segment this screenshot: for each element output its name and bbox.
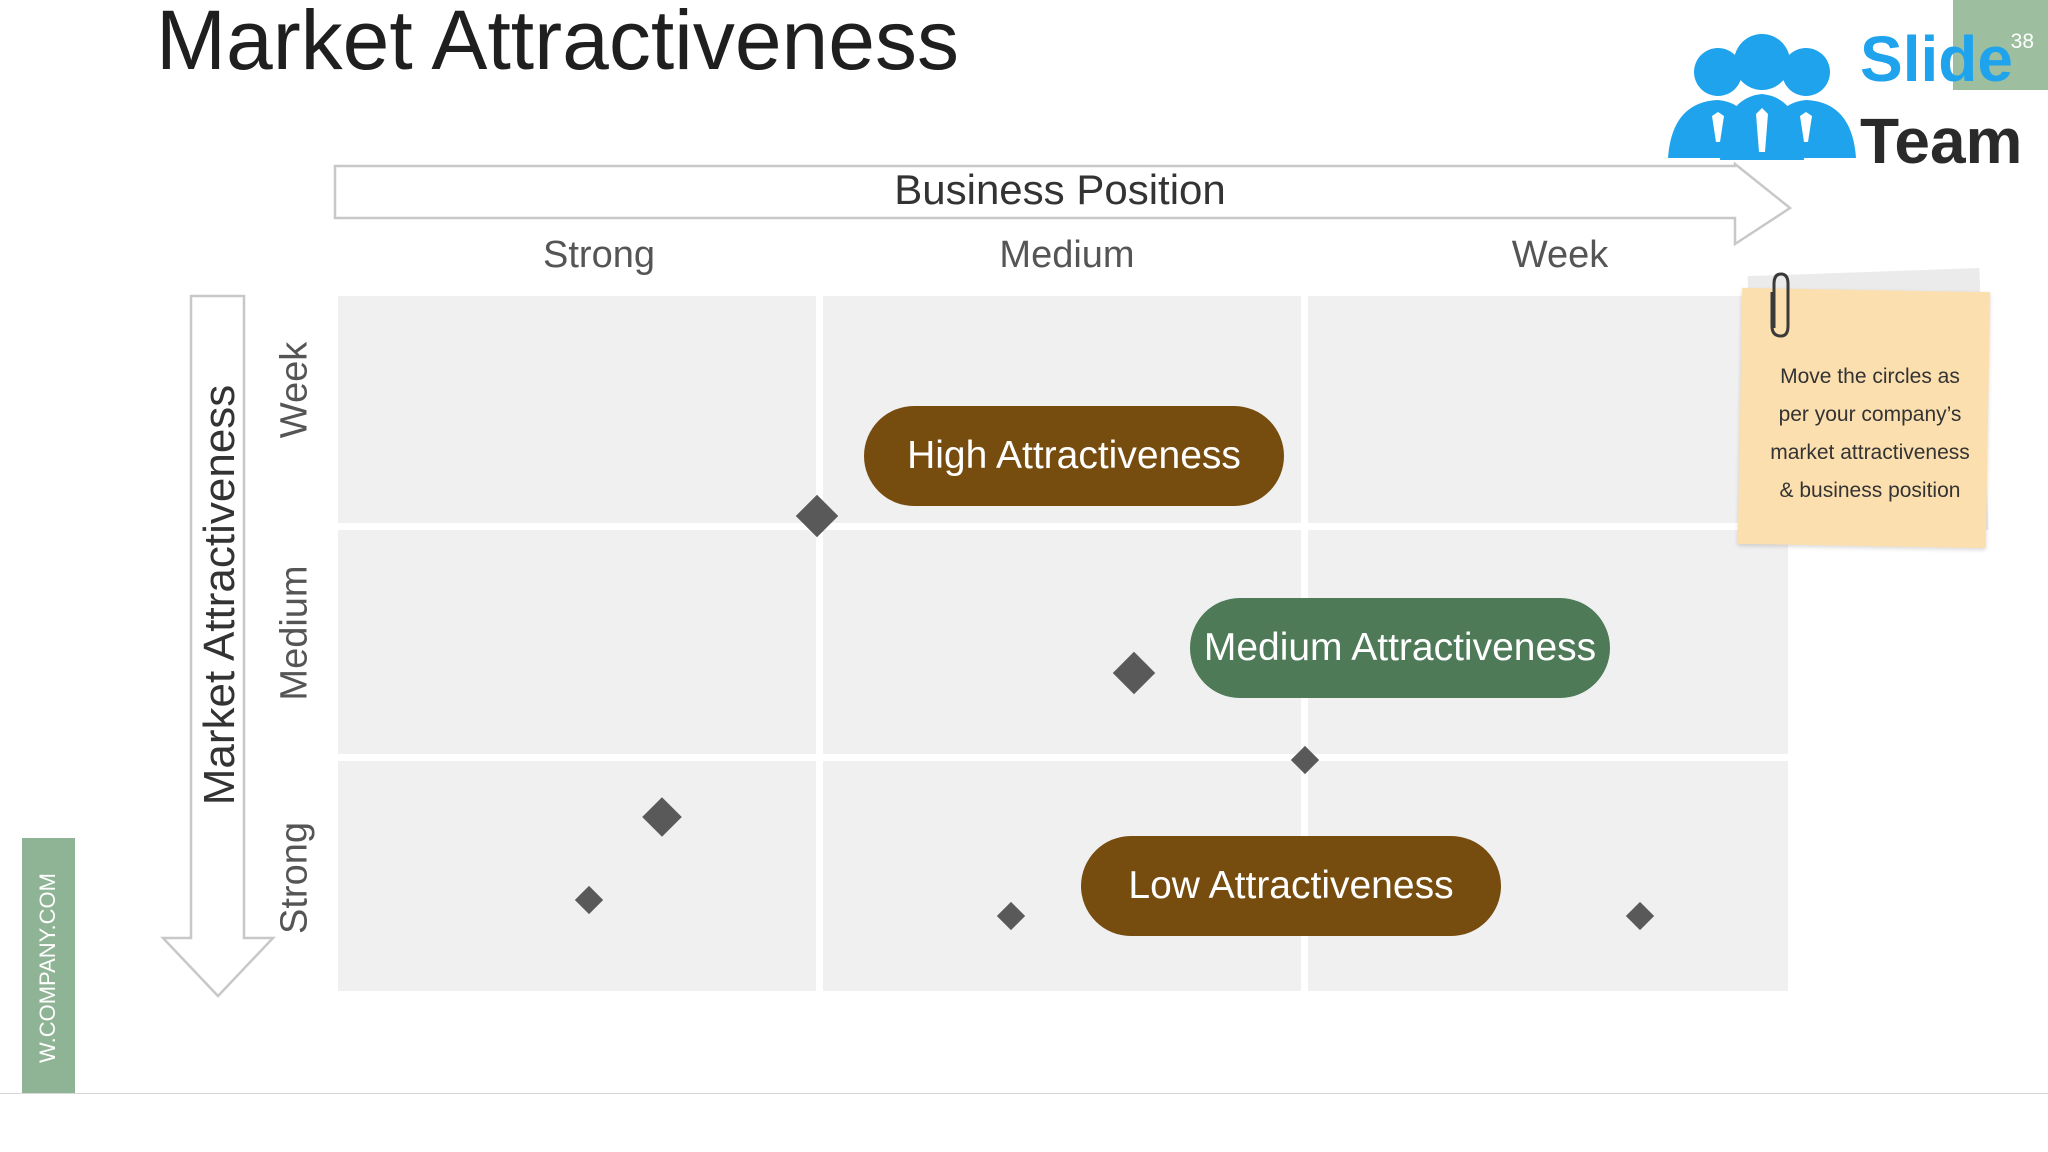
grid-cell — [1308, 296, 1788, 523]
footer-divider — [0, 1093, 2048, 1094]
business-position-arrow — [333, 161, 1793, 247]
note-line: market attractiveness — [1770, 441, 1970, 464]
slide-title: Market Attractiveness — [156, 0, 959, 87]
grid-cell — [338, 530, 816, 754]
note-line: Move the circles as — [1780, 365, 1960, 388]
logo-text-team: Team — [1860, 105, 2023, 177]
note-line: per your company’s — [1778, 403, 1962, 426]
grid-cell — [338, 761, 816, 991]
low-attractiveness-pill[interactable]: Low Attractiveness — [1081, 836, 1501, 936]
column-label-strong: Strong — [543, 234, 655, 276]
paperclip-icon — [1770, 272, 1790, 338]
people-group-icon — [1668, 34, 1856, 160]
market-attractiveness-arrow — [160, 294, 276, 998]
page-number-block: 38 — [1953, 0, 2048, 90]
page-number: 38 — [2010, 30, 2034, 53]
high-attractiveness-pill[interactable]: High Attractiveness — [864, 406, 1284, 506]
column-label-medium: Medium — [999, 234, 1135, 276]
grid-cell — [338, 296, 816, 523]
sticky-note-text: Move the circles as per your company’s m… — [1745, 358, 1995, 510]
column-label-week: Week — [1511, 234, 1609, 276]
business-position-label: Business Position — [894, 166, 1226, 213]
medium-attractiveness-pill[interactable]: Medium Attractiveness — [1190, 598, 1610, 698]
logo-text-slide: Slide — [1860, 23, 2013, 95]
website-strip — [22, 838, 75, 1094]
note-line: & business position — [1779, 479, 1961, 502]
